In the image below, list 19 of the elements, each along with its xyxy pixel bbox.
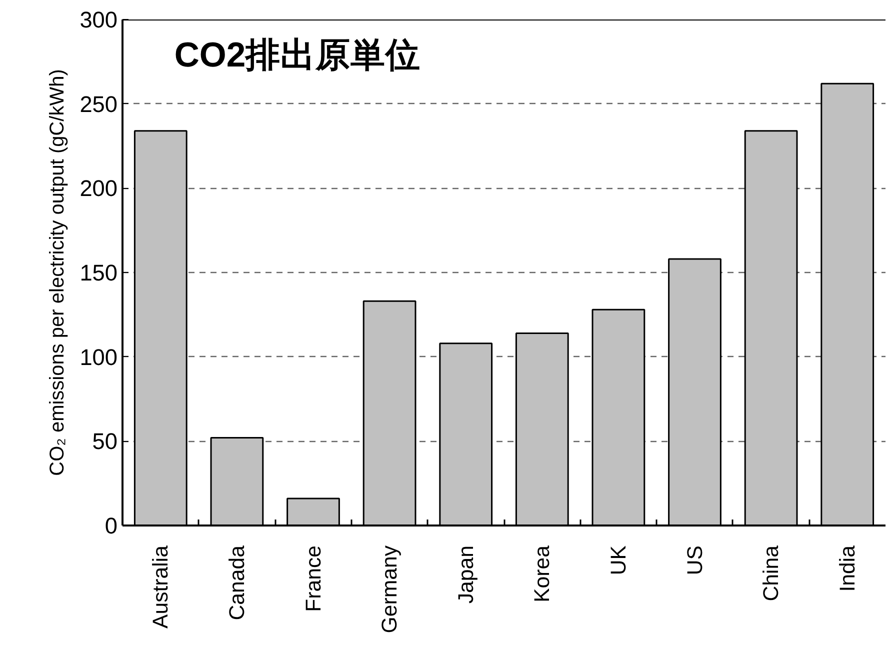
x-tick-label: UK [606, 545, 630, 576]
y-tick-label: 250 [80, 90, 118, 117]
y-tick-label: 100 [80, 344, 118, 370]
y-tick-label: 50 [92, 428, 118, 454]
text: CO2排出原単位 [174, 36, 421, 74]
y-tick-label: 0 [104, 512, 118, 538]
x-tick-label: Japan [454, 545, 478, 604]
y-tick-label: 200 [80, 175, 118, 202]
x-tick-label: India [835, 545, 860, 592]
x-tick-label: Australia [148, 545, 173, 628]
x-tick-label: US [682, 545, 707, 576]
x-tick-label: France [301, 545, 326, 612]
x-tick-label: Germany [378, 545, 402, 634]
y-tick-label: 150 [80, 260, 118, 286]
y-axis-title: CO₂ emissions per electricity output (gC/kWh) [46, 69, 69, 476]
x-tick-label: Korea [530, 545, 554, 602]
x-tick-label: China [759, 545, 784, 602]
x-tick-label: Canada [224, 545, 249, 620]
y-tick-label: 300 [80, 6, 118, 32]
